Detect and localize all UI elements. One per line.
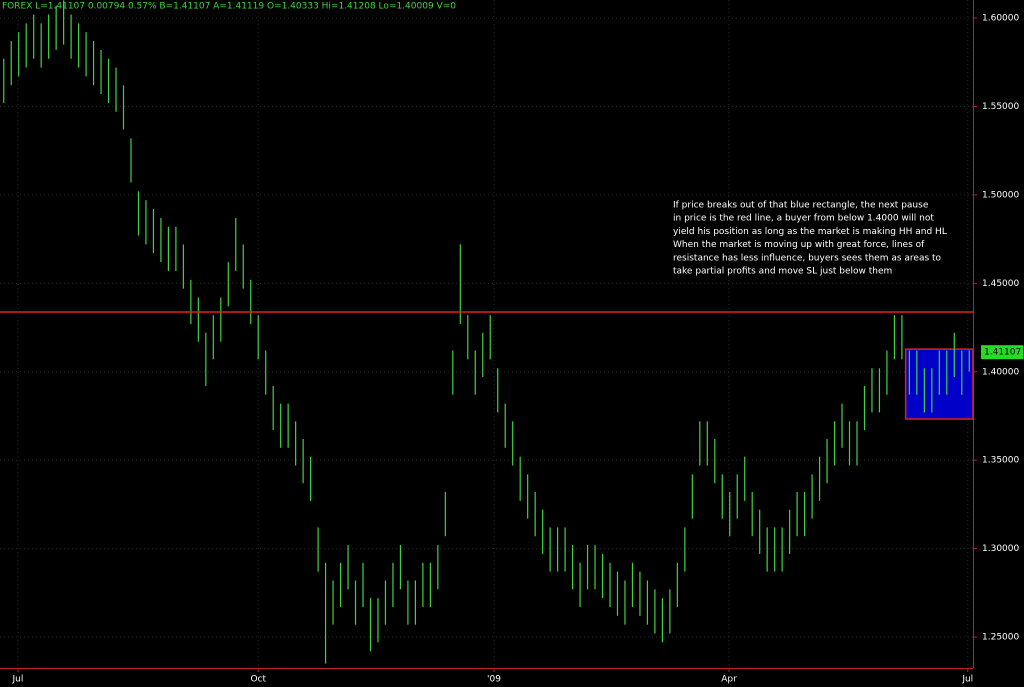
x-tick-label: Jul: [961, 675, 973, 685]
x-tick-label: Jul: [12, 675, 24, 685]
y-tick-label: 1.55000: [982, 102, 1019, 112]
y-tick-label: 1.25000: [982, 633, 1019, 643]
y-tick-label: 1.60000: [982, 14, 1019, 24]
y-tick-label: 1.45000: [982, 279, 1019, 289]
last-price-box: [981, 345, 1023, 360]
y-tick-label: 1.50000: [982, 190, 1019, 200]
x-tick-label: Apr: [721, 675, 737, 685]
y-tick-label: 1.40000: [982, 367, 1019, 377]
annotation: If price breaks out of that blue rectang…: [673, 201, 929, 211]
annotation: in price is the red line, a buyer from b…: [673, 214, 934, 224]
x-tick-label: '09: [487, 675, 501, 685]
last-price-label: 1.41107: [984, 348, 1021, 358]
y-tick-label: 1.30000: [982, 544, 1019, 554]
y-tick-label: 1.35000: [982, 456, 1019, 466]
annotation: resistance has less influence, buyers se…: [673, 253, 942, 263]
annotation: yield his position as long as the market…: [673, 227, 947, 237]
annotation: take partial profits and move SL just be…: [673, 267, 892, 277]
x-tick-label: Oct: [250, 675, 266, 685]
annotation: When the market is moving up with great …: [673, 240, 925, 250]
chart-title: FOREX L=1.41107 0.00794 0.57% B=1.41107 …: [2, 2, 456, 12]
